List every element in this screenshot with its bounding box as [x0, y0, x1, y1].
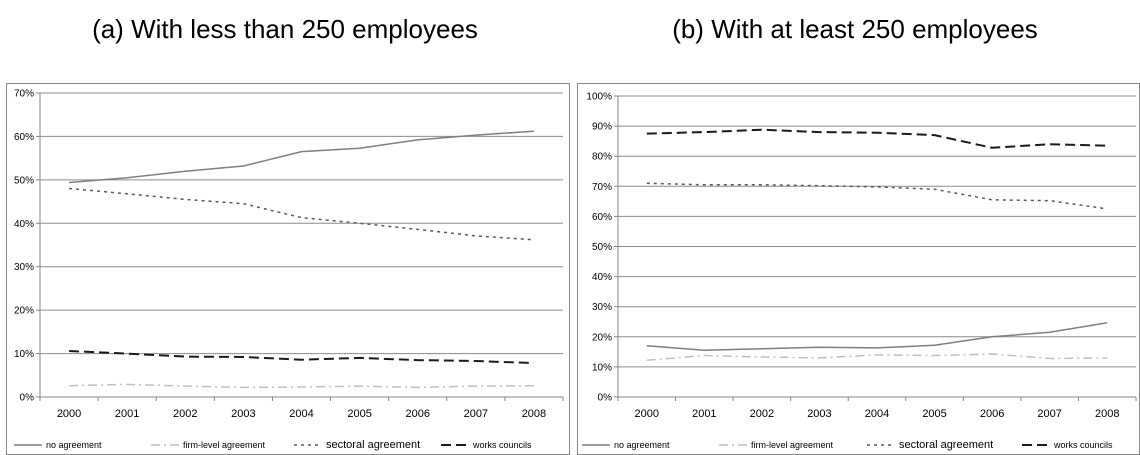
- legend-label: firm-level agreement: [751, 440, 834, 450]
- legend-label: works councils: [1053, 440, 1113, 450]
- chart-title-a: (a) With less than 250 employees: [92, 14, 478, 44]
- series-line-works-councils: [69, 350, 534, 365]
- y-tick-label: 40%: [14, 219, 34, 230]
- series-line-firm-level-agreement: [646, 353, 1108, 362]
- chart-panel-b: 0% 10% 20% 30% 40% 50% 60% 70% 80% 90% 100% 2000 200…: [577, 83, 1140, 455]
- y-tick-label: 20%: [592, 332, 612, 343]
- series-line-no-agreement: [646, 321, 1108, 352]
- x-tick-label: 2005: [347, 408, 371, 420]
- x-tick-label: 2008: [1095, 408, 1119, 420]
- x-tick-label: 2001: [115, 408, 139, 420]
- y-tick-label: 90%: [592, 122, 612, 133]
- x-tick-label: 2000: [635, 408, 659, 420]
- legend-label: sectoral agreement: [899, 439, 993, 451]
- legend-label: works councils: [472, 440, 532, 450]
- y-tick-label: 60%: [592, 212, 612, 223]
- y-tick-label: 40%: [592, 272, 612, 283]
- legend-label: no agreement: [46, 440, 102, 450]
- chart-panel-a: 0% 10% 20% 30% 40% 50% 60% 70% 2000 2001 2002 2003 2…: [6, 83, 570, 455]
- x-tick-label: 2000: [57, 408, 81, 420]
- y-tick-label: 0%: [598, 393, 613, 404]
- x-tick-label: 2004: [865, 408, 889, 420]
- x-tick-label: 2002: [173, 408, 197, 420]
- x-tick-label: 2004: [289, 408, 313, 420]
- series-line-sectoral-agreement: [646, 182, 1108, 210]
- y-tick-label: 50%: [14, 175, 34, 186]
- y-tick-label: 60%: [14, 132, 34, 143]
- legend-label: sectoral agreement: [326, 439, 420, 451]
- x-tick-label: 2003: [231, 408, 255, 420]
- y-tick-label: 80%: [592, 152, 612, 163]
- chart-b-svg: 0% 10% 20% 30% 40% 50% 60% 70% 80% 90% 100% 2000 200…: [582, 92, 1137, 451]
- series-line-works-councils: [646, 128, 1108, 149]
- series-line-firm-level-agreement: [69, 383, 534, 389]
- y-tick-label: 10%: [592, 362, 612, 373]
- series-line-no-agreement: [69, 130, 534, 184]
- x-tick-label: 2008: [522, 408, 546, 420]
- y-tick-label: 20%: [14, 306, 34, 317]
- y-tick-label: 10%: [14, 349, 34, 360]
- legend-label: no agreement: [614, 440, 670, 450]
- series-line-sectoral-agreement: [69, 187, 534, 241]
- x-tick-label: 2002: [750, 408, 774, 420]
- chart-title-b: (b) With at least 250 employees: [672, 14, 1038, 44]
- y-tick-label: 0%: [20, 393, 35, 404]
- x-tick-label: 2003: [807, 408, 831, 420]
- x-tick-label: 2006: [405, 408, 429, 420]
- y-tick-label: 30%: [14, 262, 34, 273]
- x-tick-label: 2001: [692, 408, 716, 420]
- x-tick-label: 2007: [1037, 408, 1061, 420]
- x-tick-label: 2006: [980, 408, 1004, 420]
- y-tick-label: 100%: [586, 92, 612, 103]
- y-tick-label: 70%: [14, 89, 34, 100]
- y-tick-label: 50%: [592, 242, 612, 253]
- y-tick-label: 30%: [592, 302, 612, 313]
- x-tick-label: 2007: [464, 408, 488, 420]
- legend-label: firm-level agreement: [183, 440, 266, 450]
- y-tick-label: 70%: [592, 182, 612, 193]
- x-tick-label: 2005: [922, 408, 946, 420]
- chart-a-svg: 0% 10% 20% 30% 40% 50% 60% 70% 2000 2001 2002 2003 2…: [14, 89, 564, 451]
